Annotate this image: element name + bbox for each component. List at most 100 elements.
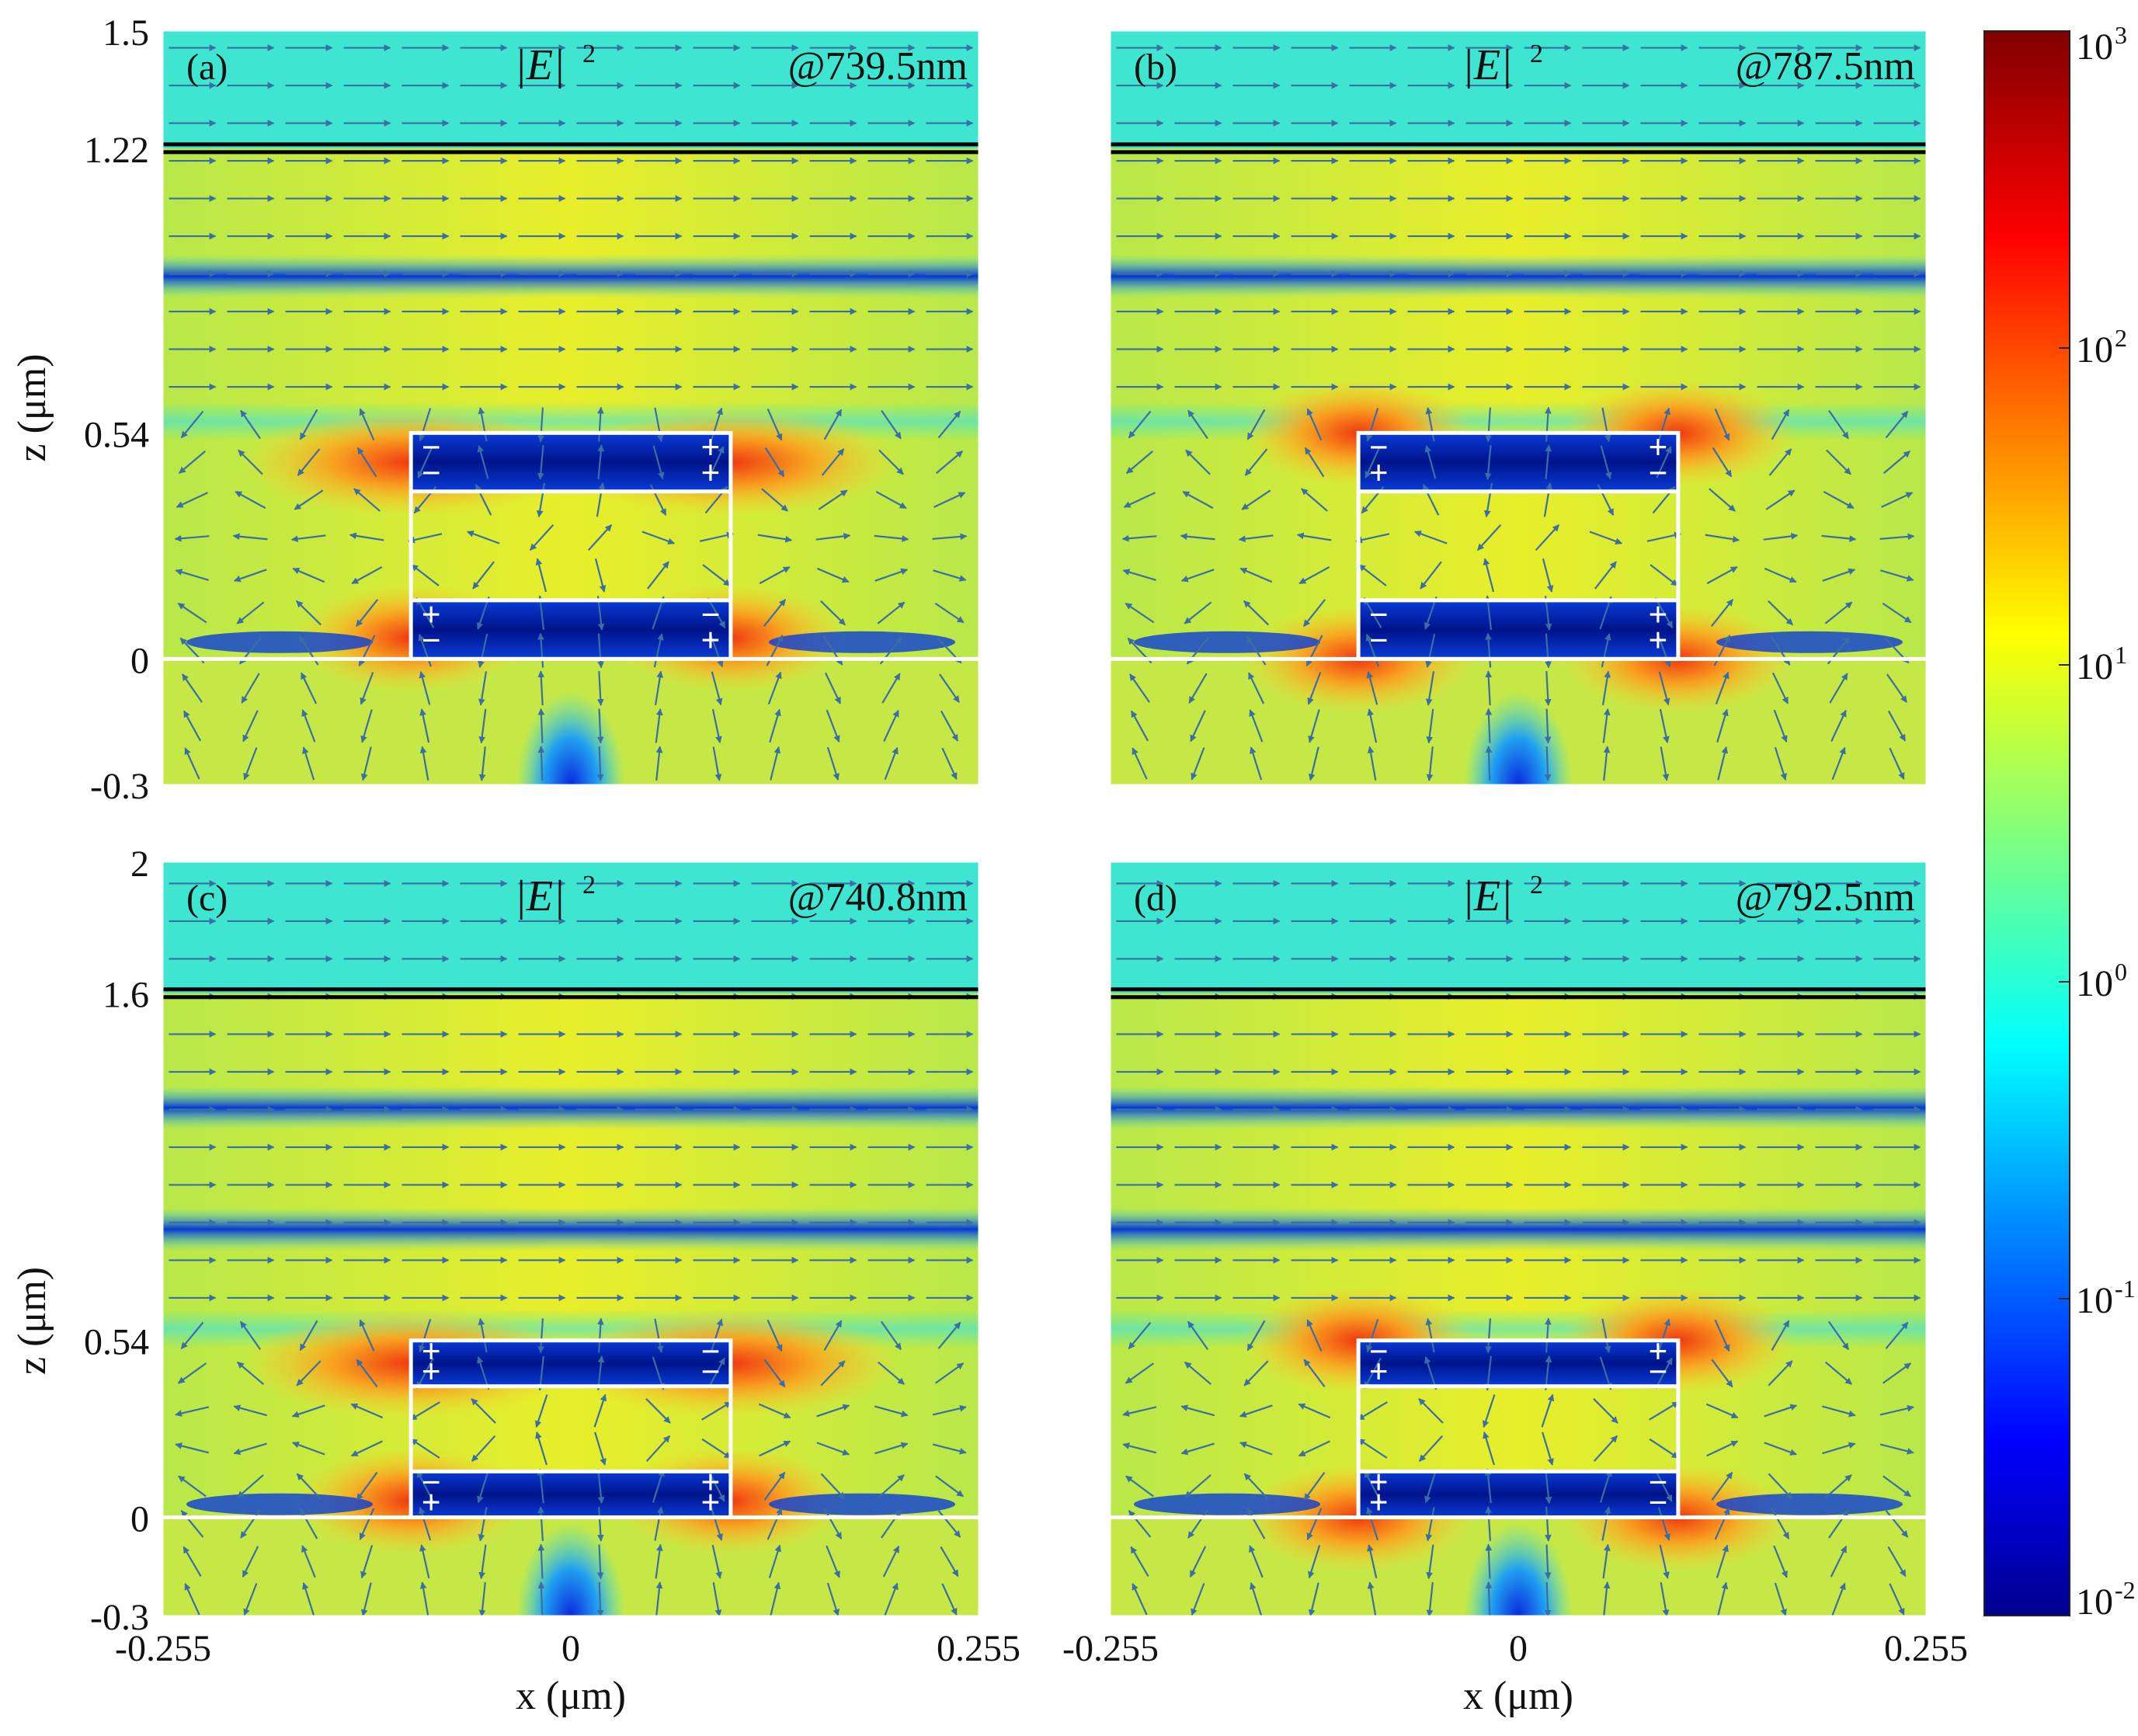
field-arrow — [238, 449, 263, 475]
field-arrow — [1593, 1398, 1618, 1424]
field-arrow — [1249, 1545, 1264, 1578]
field-arrow — [356, 1471, 378, 1501]
field-arrow — [419, 1581, 429, 1616]
field-arrow — [477, 444, 489, 479]
charge-left: + — [1369, 1463, 1389, 1501]
field-arrow — [180, 410, 204, 439]
field-arrow — [349, 532, 384, 541]
field-arrow — [1484, 445, 1492, 480]
field-arrow — [1709, 488, 1736, 512]
field-arrow — [878, 449, 904, 475]
field-arrow — [1189, 1546, 1207, 1578]
node-band — [1111, 1207, 1926, 1251]
colorbar-tick-base: 10 — [2076, 646, 2113, 687]
charge-right: + — [700, 428, 720, 466]
field-arrow — [1424, 1470, 1438, 1504]
field-arrow — [1303, 1471, 1326, 1501]
field-arrow — [1418, 1398, 1444, 1424]
field-arrow — [1879, 1404, 1914, 1416]
field-arrow — [360, 1582, 372, 1616]
field-arrow — [1426, 1581, 1434, 1616]
field-arrow — [241, 673, 260, 704]
field-arrow — [478, 746, 486, 781]
field-arrow — [1358, 1438, 1388, 1459]
y-tick-label: 1.22 — [84, 130, 149, 171]
quantity-exponent: 2 — [1530, 871, 1543, 899]
field-arrow — [1128, 1321, 1152, 1350]
field-arrow — [1657, 634, 1671, 668]
field-arrow — [1364, 1470, 1382, 1502]
field-arrow — [232, 533, 268, 541]
field-arrow — [356, 1359, 378, 1388]
field-arrow — [819, 600, 847, 626]
field-arrow — [878, 1361, 905, 1385]
field-arrow — [826, 1545, 840, 1578]
field-arrow — [1657, 407, 1670, 441]
field-arrow — [1712, 447, 1733, 478]
field-arrow — [1246, 1320, 1266, 1352]
field-arrow — [1714, 408, 1730, 441]
field-arrow — [1542, 558, 1554, 593]
field-arrows — [1116, 44, 1921, 781]
field-arrow — [419, 746, 429, 781]
field-arrow — [596, 406, 604, 442]
field-arrow — [1655, 1357, 1673, 1389]
field-arrow — [711, 671, 723, 706]
field-arrow — [1601, 633, 1611, 668]
field-arrow — [933, 569, 967, 582]
field-arrow — [1306, 408, 1323, 441]
field-arrow — [176, 492, 208, 508]
field-arrow — [537, 1318, 544, 1354]
field-arrow — [711, 1544, 722, 1579]
field-arrow — [1485, 746, 1493, 781]
charge-left: − — [1369, 1332, 1389, 1370]
colorbar-tick-base: 10 — [2076, 329, 2113, 371]
charge-left: − — [422, 621, 441, 659]
panel-b: − ++ −− +− +(b) |E| 2 @787.5nm — [1110, 30, 1927, 785]
field-arrow — [935, 451, 964, 475]
colorbar-tick-exp: -2 — [2115, 1576, 2136, 1604]
field-arrow — [1484, 1468, 1492, 1504]
field-arrow — [1830, 709, 1847, 742]
field-arrow — [1831, 746, 1846, 780]
field-arrow — [1771, 672, 1789, 704]
colorbar-gradient — [1983, 30, 2070, 1616]
field-arrow — [1879, 1443, 1914, 1455]
field-arrow — [653, 633, 664, 668]
field-arrow — [472, 561, 495, 590]
colorbar-tick-base: 10 — [2076, 963, 2113, 1004]
field-arrow — [301, 1545, 316, 1578]
field-arrow — [1485, 632, 1492, 668]
quantity-exponent: 2 — [582, 40, 596, 68]
field-arrow — [655, 1581, 663, 1616]
side-node-right — [1716, 631, 1903, 653]
wavelength-label: @740.8nm — [788, 875, 968, 920]
field-arrow — [1308, 1545, 1321, 1579]
field-arrow — [1424, 444, 1437, 479]
field-arrow — [1828, 1509, 1849, 1539]
field-arrow — [1363, 597, 1382, 628]
field-arrow — [1246, 409, 1266, 440]
field-arrow — [815, 532, 851, 541]
panel-label: (d) — [1134, 878, 1177, 919]
field-arrow — [1885, 1510, 1909, 1538]
charge-left: − — [1369, 428, 1389, 466]
field-arrow — [1764, 1442, 1797, 1456]
field-arrow — [1485, 1543, 1493, 1579]
colorbar-tick-base: 10 — [2076, 1280, 2113, 1321]
field-arrow — [645, 1398, 671, 1424]
field-arrow — [1828, 409, 1849, 440]
field-arrow — [821, 448, 845, 476]
field-arrow — [875, 491, 907, 510]
field-arrow — [874, 534, 909, 542]
field-arrow — [1366, 1507, 1379, 1541]
field-arrow — [1180, 1404, 1215, 1417]
node-band — [163, 1086, 979, 1130]
charge-right: − — [1648, 1484, 1667, 1522]
field-arrow — [351, 566, 383, 585]
field-arrow — [1301, 488, 1328, 512]
x-tick-label: 0.255 — [1884, 1628, 1968, 1669]
field-arrow — [1535, 524, 1560, 551]
field-arrows — [169, 880, 974, 1616]
field-arrow — [1243, 1360, 1269, 1386]
